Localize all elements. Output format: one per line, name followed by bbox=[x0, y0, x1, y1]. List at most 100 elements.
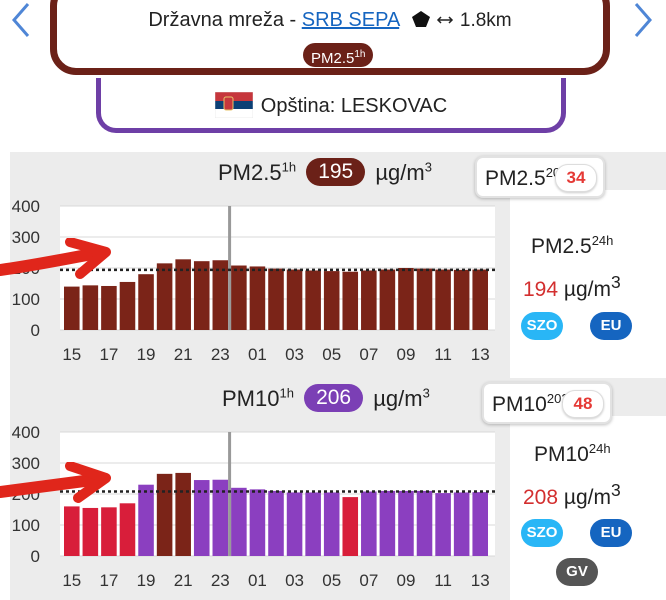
pm25-bar bbox=[416, 268, 433, 330]
szo-badge-pm10[interactable]: SZO bbox=[521, 519, 563, 547]
pm25-bar bbox=[212, 260, 229, 330]
pm10-bar bbox=[323, 492, 340, 556]
pm25-24h-unit-sup: 3 bbox=[611, 272, 621, 292]
pm25-24h-value: 194 µg/m3 bbox=[523, 272, 621, 302]
pm25-24h-title: PM2.524h bbox=[531, 233, 613, 259]
pm10-annual-box[interactable]: PM102025 48 bbox=[482, 382, 612, 424]
pm10-y-tick-label: 0 bbox=[31, 547, 40, 566]
szo-badge[interactable]: SZO bbox=[521, 312, 563, 340]
pm25-name: PM2.5 bbox=[218, 160, 282, 185]
pm10-annual-name: PM10 bbox=[492, 393, 547, 416]
pm10-bar bbox=[193, 480, 210, 556]
pm25-x-tick-label: 13 bbox=[471, 345, 490, 364]
pm10-y-tick-label: 300 bbox=[12, 454, 40, 473]
pm25-24h-sup: 24h bbox=[591, 233, 614, 248]
pm10-x-tick-label: 13 bbox=[471, 571, 490, 590]
station-info-line: Državna mreža - SRB SEPA 1.8km bbox=[57, 9, 603, 32]
pm10-x-tick-label: 23 bbox=[211, 571, 230, 590]
pm10-bar bbox=[268, 490, 284, 556]
pm25-y-tick-label: 100 bbox=[12, 290, 40, 309]
pm25-unit-sup: 3 bbox=[424, 159, 432, 175]
pm25-bar bbox=[472, 269, 488, 330]
pm25-bar bbox=[175, 259, 191, 330]
eu-badge[interactable]: EU bbox=[590, 312, 632, 340]
pm10-bar bbox=[435, 493, 451, 556]
pm10-x-tick-label: 21 bbox=[174, 571, 193, 590]
municipality-line: Opština: LESKOVAC bbox=[101, 92, 561, 118]
pm10-24h-value: 208 µg/m3 bbox=[523, 480, 621, 510]
pm10-24h-name: PM10 bbox=[534, 443, 589, 466]
pm10-bar bbox=[82, 507, 99, 556]
next-station-button[interactable] bbox=[630, 0, 658, 40]
pm25-y-tick-label: 0 bbox=[31, 321, 40, 340]
pm25-bar bbox=[342, 271, 359, 330]
pm10-bar bbox=[453, 492, 470, 556]
pm25-y-tick-label: 300 bbox=[12, 228, 40, 247]
pm25-annual-box[interactable]: PM2.52025 34 bbox=[475, 156, 605, 198]
pm25-x-tick-label: 01 bbox=[248, 345, 267, 364]
pm10-bar bbox=[156, 473, 173, 556]
pm10-annual-count-badge: 48 bbox=[562, 390, 604, 418]
pm10-unit-sup: 3 bbox=[422, 385, 430, 401]
pm10-name: PM10 bbox=[222, 386, 280, 411]
pm10-bar bbox=[472, 492, 488, 556]
pm25-x-tick-label: 21 bbox=[174, 345, 193, 364]
pm10-bar bbox=[101, 507, 117, 556]
pollutant-pill-label: PM2.5 bbox=[311, 50, 355, 67]
pm25-x-tick-label: 11 bbox=[434, 345, 452, 364]
pm10-bar bbox=[361, 491, 377, 556]
pm25-bar bbox=[268, 268, 284, 330]
pm25-x-tick-label: 17 bbox=[99, 345, 118, 364]
pm25-y-tick-label: 400 bbox=[12, 197, 40, 216]
gv-badge[interactable]: GV bbox=[556, 558, 598, 586]
pm10-x-tick-label: 07 bbox=[359, 571, 378, 590]
pm25-bar bbox=[398, 268, 414, 330]
network-link[interactable]: SRB SEPA bbox=[301, 9, 400, 31]
pm25-bar bbox=[249, 266, 266, 330]
pm10-bar bbox=[175, 472, 191, 556]
pm10-24h-sup: 24h bbox=[588, 441, 611, 456]
pm10-bar bbox=[305, 492, 321, 556]
pm10-unit: µg/m bbox=[373, 386, 423, 411]
pm10-value-pill: 206 bbox=[304, 384, 364, 412]
pm25-sup: 1h bbox=[281, 159, 297, 175]
pm10-sup: 1h bbox=[279, 385, 294, 401]
pm10-x-tick-label: 15 bbox=[62, 571, 81, 590]
pm25-x-tick-label: 05 bbox=[322, 345, 341, 364]
pollutant-pill[interactable]: PM2.51h bbox=[303, 43, 374, 67]
distance-value: 1.8km bbox=[459, 10, 512, 31]
pm10-x-tick-label: 01 bbox=[248, 571, 267, 590]
pm25-bar bbox=[64, 286, 80, 330]
pm10-bar bbox=[249, 489, 266, 556]
pm10-x-tick-label: 05 bbox=[322, 571, 341, 590]
pm25-bar bbox=[286, 269, 303, 330]
pm10-x-tick-label: 19 bbox=[137, 571, 156, 590]
municipality-label: Opština: LESKOVAC bbox=[260, 95, 448, 117]
red-arrow-annotation bbox=[0, 238, 111, 279]
pm25-bar bbox=[82, 285, 99, 330]
previous-station-button[interactable] bbox=[6, 0, 34, 40]
pm10-bar bbox=[379, 490, 396, 556]
pm10-y-tick-label: 100 bbox=[12, 516, 40, 535]
eu-badge-pm10[interactable]: EU bbox=[590, 519, 632, 547]
station-card: Državna mreža - SRB SEPA 1.8km PM2.51h bbox=[50, 0, 610, 75]
pm25-bar bbox=[435, 269, 451, 330]
location-pin-icon bbox=[411, 11, 430, 27]
pm25-x-tick-label: 19 bbox=[137, 345, 156, 364]
pm10-x-tick-label: 17 bbox=[99, 571, 118, 590]
pm10-24h-number: 208 bbox=[523, 486, 559, 509]
serbia-flag-icon bbox=[214, 92, 253, 118]
pm25-x-tick-label: 03 bbox=[285, 345, 304, 364]
pm25-x-tick-label: 23 bbox=[211, 345, 230, 364]
chevron-left-icon bbox=[12, 3, 30, 37]
pm25-bar bbox=[119, 281, 136, 330]
pm25-bar bbox=[323, 271, 340, 330]
pm10-bar bbox=[286, 492, 303, 556]
red-arrow-annotation-pm10 bbox=[0, 462, 111, 503]
pm25-bar bbox=[156, 263, 173, 330]
municipality-card: Opština: LESKOVAC bbox=[96, 78, 566, 133]
pm25-bar bbox=[101, 285, 117, 330]
pm10-24h-unit-sup: 3 bbox=[611, 480, 621, 500]
